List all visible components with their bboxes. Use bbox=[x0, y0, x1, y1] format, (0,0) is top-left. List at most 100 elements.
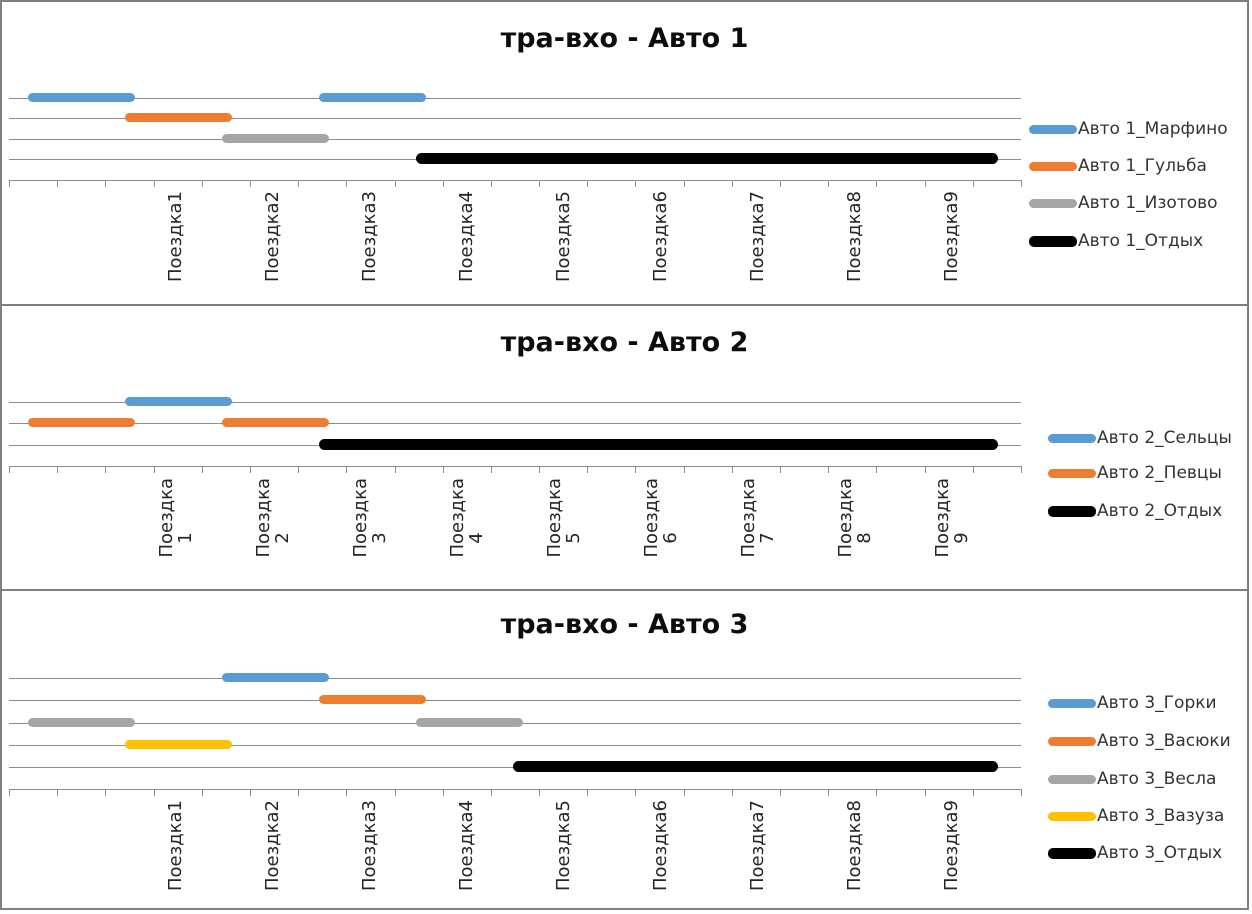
legend-item: Авто 3_Васюки bbox=[1048, 729, 1231, 753]
axis-tick bbox=[973, 466, 974, 473]
axis-tick bbox=[732, 180, 733, 187]
legend-item: Авто 3_Вазуза bbox=[1048, 804, 1224, 828]
series-bar bbox=[416, 718, 524, 727]
axis-tick bbox=[491, 180, 492, 187]
axis-tick bbox=[105, 180, 106, 187]
series-bar bbox=[513, 761, 999, 772]
legend: Авто 2_Сельцы Авто 2_Певцы Авто 2_Отдых bbox=[2, 306, 1247, 589]
axis-tick bbox=[443, 466, 444, 473]
series-bar bbox=[222, 673, 330, 682]
gridline bbox=[9, 700, 1021, 701]
axis-tick bbox=[443, 789, 444, 796]
series-bar bbox=[125, 397, 233, 406]
chart-panel-avto-2: тра-вхо - Авто 2 Поездка 1 Поездка 2 Поездка… bbox=[2, 306, 1247, 589]
axis-tick bbox=[876, 180, 877, 187]
axis-tick bbox=[1021, 180, 1022, 187]
series-bar bbox=[28, 93, 136, 102]
legend-label: Авто 1_Изотово bbox=[1078, 193, 1218, 213]
series-bar bbox=[222, 418, 330, 427]
axis-tick bbox=[154, 789, 155, 796]
gridline bbox=[9, 139, 1021, 140]
axis-tick bbox=[57, 180, 58, 187]
axis-tick bbox=[539, 466, 540, 473]
series-bar bbox=[125, 740, 233, 749]
legend-label: Авто 2_Сельцы bbox=[1097, 428, 1232, 448]
axis-tick bbox=[876, 789, 877, 796]
x-axis-line bbox=[9, 466, 1021, 467]
axis-tick bbox=[587, 789, 588, 796]
axis-tick bbox=[202, 789, 203, 796]
gridline bbox=[9, 678, 1021, 679]
axis-tick bbox=[250, 180, 251, 187]
legend-marker bbox=[1029, 235, 1077, 247]
axis-tick bbox=[395, 180, 396, 187]
legend-label: Авто 2_Отдых bbox=[1097, 501, 1223, 521]
legend-item: Авто 1_Гульба bbox=[1029, 154, 1207, 178]
axis-tick bbox=[635, 180, 636, 187]
axis-tick bbox=[780, 789, 781, 796]
axis-tick bbox=[154, 180, 155, 187]
axis-tick bbox=[202, 180, 203, 187]
axis-tick bbox=[780, 180, 781, 187]
axis-tick bbox=[780, 466, 781, 473]
axis-tick bbox=[9, 180, 10, 187]
legend-item: Авто 1_Отдых bbox=[1029, 229, 1203, 253]
axis-tick bbox=[250, 466, 251, 473]
axis-tick bbox=[346, 180, 347, 187]
series-bar bbox=[319, 439, 999, 450]
legend-marker bbox=[1048, 811, 1096, 821]
legend-label: Авто 3_Весла bbox=[1097, 769, 1217, 789]
axis-tick bbox=[298, 180, 299, 187]
series-bar bbox=[416, 153, 999, 164]
legend-marker bbox=[1048, 736, 1096, 746]
axis-tick bbox=[346, 466, 347, 473]
axis-tick bbox=[105, 466, 106, 473]
axis-tick bbox=[57, 789, 58, 796]
axis-tick bbox=[925, 466, 926, 473]
chart-panel-avto-1: тра-вхо - Авто 1 Поездка1 Поездка2 Поездка… bbox=[2, 2, 1247, 305]
series-bar bbox=[28, 718, 136, 727]
gridline bbox=[9, 423, 1021, 424]
axis-tick bbox=[395, 789, 396, 796]
legend-label: Авто 3_Васюки bbox=[1097, 731, 1231, 751]
chart-title: тра-вхо - Авто 3 bbox=[500, 609, 749, 640]
axis-tick bbox=[684, 180, 685, 187]
legend-item: Авто 3_Отдых bbox=[1048, 841, 1222, 865]
axis-tick bbox=[298, 466, 299, 473]
x-axis-line bbox=[9, 789, 1021, 790]
axis-tick bbox=[732, 466, 733, 473]
axis-tick bbox=[635, 789, 636, 796]
legend-label: Авто 3_Вазуза bbox=[1097, 806, 1225, 826]
gridline bbox=[9, 118, 1021, 119]
legend-item: Авто 2_Сельцы bbox=[1048, 426, 1232, 450]
axis-tick bbox=[684, 466, 685, 473]
series-bar bbox=[28, 418, 136, 427]
gridline bbox=[9, 402, 1021, 403]
legend-label: Авто 1_Марфино bbox=[1078, 119, 1228, 139]
legend-item: Авто 1_Изотово bbox=[1029, 191, 1218, 215]
axis-tick bbox=[202, 466, 203, 473]
chart-title: тра-вхо - Авто 1 bbox=[500, 23, 749, 54]
legend-label: Авто 3_Горки bbox=[1097, 693, 1217, 713]
panel-divider bbox=[2, 589, 1247, 591]
axis-tick bbox=[587, 466, 588, 473]
legend: Авто 1_Марфино Авто 1_Гульба Авто 1_Изотов… bbox=[2, 2, 1247, 305]
axis-tick bbox=[925, 180, 926, 187]
legend-marker bbox=[1048, 847, 1096, 859]
legend-item: Авто 1_Марфино bbox=[1029, 117, 1228, 141]
axis-tick bbox=[876, 466, 877, 473]
axis-tick bbox=[587, 180, 588, 187]
axis-tick bbox=[346, 789, 347, 796]
panel-divider bbox=[2, 304, 1247, 306]
axis-tick bbox=[973, 789, 974, 796]
series-bar bbox=[319, 695, 427, 704]
gridline bbox=[9, 745, 1021, 746]
chart-panel-avto-3: тра-вхо - Авто 3 Поездка1 Поездка2 Поездка… bbox=[2, 591, 1247, 908]
axis-tick bbox=[491, 466, 492, 473]
legend-label: Авто 1_Отдых bbox=[1078, 231, 1204, 251]
legend-marker bbox=[1029, 124, 1077, 134]
axis-tick bbox=[732, 789, 733, 796]
legend-label: Авто 1_Гульба bbox=[1078, 156, 1207, 176]
